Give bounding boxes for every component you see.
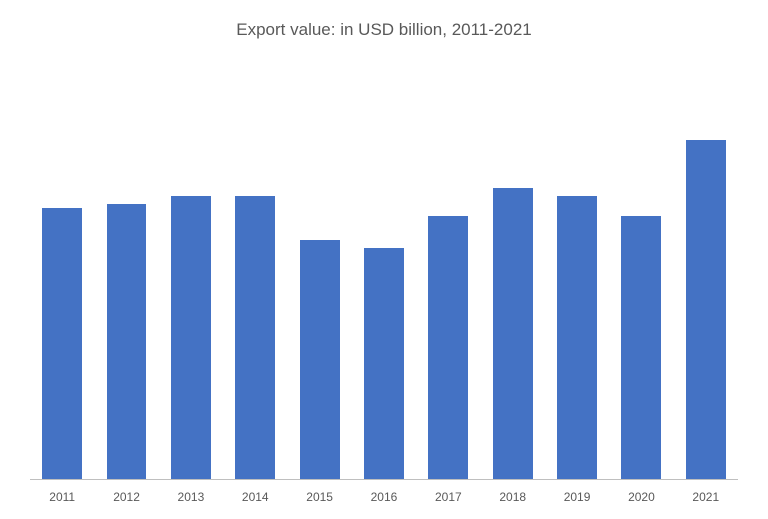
bar <box>171 196 211 479</box>
bar <box>493 188 533 479</box>
bar <box>686 140 726 479</box>
x-axis-labels: 2011201220132014201520162017201820192020… <box>30 490 738 504</box>
bar-group <box>94 80 158 479</box>
bar-group <box>223 80 287 479</box>
x-axis-label: 2017 <box>416 490 480 504</box>
export-bar-chart: Export value: in USD billion, 2011-2021 … <box>0 0 768 519</box>
bar <box>300 240 340 479</box>
x-axis-label: 2018 <box>481 490 545 504</box>
bar <box>107 204 147 479</box>
bar-group <box>287 80 351 479</box>
bar <box>42 208 82 479</box>
bar-group <box>159 80 223 479</box>
x-axis-label: 2016 <box>352 490 416 504</box>
x-axis-label: 2013 <box>159 490 223 504</box>
bar-group <box>416 80 480 479</box>
bar <box>428 216 468 479</box>
bar-group <box>609 80 673 479</box>
bar-group <box>674 80 738 479</box>
bar-group <box>481 80 545 479</box>
x-axis-label: 2011 <box>30 490 94 504</box>
x-axis-label: 2019 <box>545 490 609 504</box>
bar-group <box>352 80 416 479</box>
x-axis-label: 2020 <box>609 490 673 504</box>
bar <box>364 248 404 479</box>
bar <box>557 196 597 479</box>
bar <box>235 196 275 479</box>
plot-area <box>30 80 738 480</box>
x-axis-label: 2021 <box>674 490 738 504</box>
chart-title: Export value: in USD billion, 2011-2021 <box>30 20 738 40</box>
x-axis-label: 2014 <box>223 490 287 504</box>
x-axis-label: 2015 <box>287 490 351 504</box>
bar <box>621 216 661 479</box>
x-axis-label: 2012 <box>94 490 158 504</box>
bar-group <box>30 80 94 479</box>
bar-group <box>545 80 609 479</box>
